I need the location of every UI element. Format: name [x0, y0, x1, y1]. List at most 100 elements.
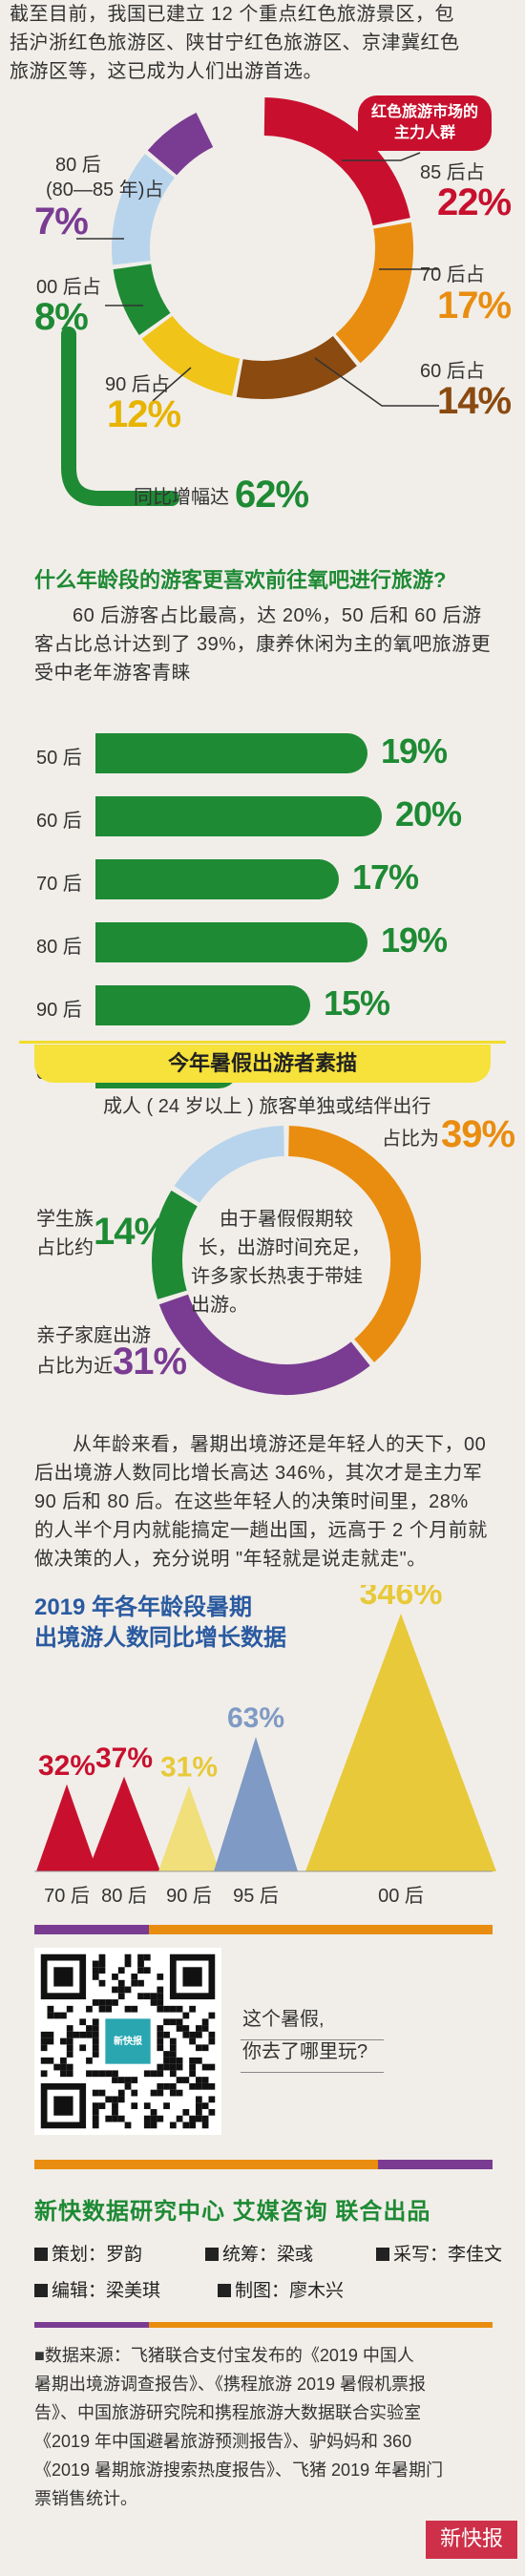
growth-category-label: 80 后	[101, 1885, 147, 1907]
section-divider	[149, 2322, 493, 2328]
credit-coordinator: 统筹：梁彧	[204, 2240, 313, 2266]
source-line: ■数据来源：飞猪联合支付宝发布的《2019 中国人	[34, 2346, 414, 2365]
donut-segment	[113, 263, 171, 335]
credits-row-1: 策划：罗韵 统筹：梁彧 采写：李佳文	[34, 2240, 502, 2266]
donut-segment	[335, 222, 413, 364]
pct-70s: 17%	[437, 285, 512, 327]
qr-caption-underline	[241, 2072, 384, 2073]
center-note-line: 长，出游时间充足，	[199, 1237, 370, 1258]
credit-designer: 制图：廖木兴	[218, 2276, 344, 2302]
donut-segment	[112, 154, 176, 265]
source-line: 票销售统计。	[34, 2489, 137, 2508]
outbound-chart-title: 2019 年各年龄段暑期 出境游人数同比增长数据	[34, 1593, 286, 1654]
growth-value-label: 32%	[38, 1750, 95, 1782]
donut-segment-family	[158, 1294, 370, 1395]
oxygen-desc-line: 受中老年游客青睐	[34, 663, 191, 684]
watermark-logo: 新快报	[426, 2521, 517, 2559]
data-source: ■数据来源：飞猪联合支付宝发布的《2019 中国人 暑期出境游调查报告》、《携程…	[34, 2341, 506, 2513]
callout-line: 主力人群	[393, 125, 455, 141]
source-line: 暑期出境游调查报告》、《携程旅游 2019 暑假机票报	[34, 2375, 427, 2394]
label-85s: 85 后占	[420, 162, 485, 183]
family-text: 亲子家庭出游	[36, 1325, 151, 1346]
label-90s: 90 后占	[105, 374, 170, 395]
qr-code[interactable]	[34, 1948, 221, 2135]
oxygen-bar-pct: 19%	[381, 920, 448, 960]
producer-line: 新快数据研究中心 艾媒咨询 联合出品	[34, 2199, 431, 2225]
oxygen-bar-pct: 19%	[381, 731, 448, 771]
label-80s: 80 后	[55, 155, 101, 176]
main-crowd-callout: 红色旅游市场的 主力人群	[358, 95, 492, 151]
red-tourism-donut-chart	[61, 97, 439, 506]
section-divider	[34, 1925, 149, 1934]
growth-triangle	[214, 1737, 298, 1871]
summer-banner: 今年暑假出游者素描	[34, 1045, 491, 1083]
outbound-line: 做决策的人，充分说明 "年轻就是说走就走"。	[34, 1549, 427, 1570]
oxygen-bar-pct: 20%	[395, 794, 462, 834]
leader-line	[314, 357, 439, 407]
donut-segment-student	[152, 1190, 199, 1299]
label-80s-range: (80—85 年)占	[46, 179, 164, 201]
label-70s: 70 后占	[420, 264, 485, 285]
pct-00s: 8%	[34, 296, 89, 338]
summer-donut-chart	[152, 1126, 421, 1395]
oxygen-bar	[95, 796, 382, 836]
source-line: 《2019 暑期旅游搜索热度报告》、飞猪 2019 年暑期门	[34, 2460, 444, 2480]
growth-value-label: 37%	[95, 1742, 153, 1774]
oxygen-bar-label: 70 后	[36, 874, 82, 895]
donut-segment-other	[174, 1126, 285, 1204]
source-line: 告》、中国旅游研究院和携程旅游大数据联合实验室	[34, 2403, 421, 2422]
growth-label: 同比增幅达	[134, 487, 229, 508]
leader-line	[342, 152, 421, 161]
oxygen-bar-pct: 15%	[324, 983, 390, 1023]
section-divider	[378, 2160, 493, 2169]
growth-value-label: 31%	[160, 1751, 218, 1783]
pct-90s: 12%	[107, 393, 181, 435]
label-00s: 00 后占	[36, 277, 101, 298]
section-divider	[149, 1925, 493, 1934]
growth-category-label: 95 后	[233, 1885, 279, 1907]
growth-triangle	[88, 1776, 160, 1871]
outbound-line: 从年龄来看，暑期出境游还是年轻人的天下，00	[73, 1434, 487, 1455]
source-line: 《2019 年中国避暑旅游预测报告》、驴妈妈和 360	[34, 2432, 412, 2451]
growth-category-label: 70 后	[44, 1885, 90, 1907]
growth-triangle	[158, 1785, 220, 1871]
donut-segment	[147, 113, 214, 176]
family-text-2: 占比为近	[36, 1356, 113, 1377]
outbound-title-line: 2019 年各年龄段暑期	[34, 1594, 253, 1620]
donut-segment	[236, 335, 357, 399]
credit-editor: 编辑：梁美琪	[34, 2276, 160, 2302]
adult-text-2: 占比为	[382, 1129, 439, 1150]
summer-divider	[19, 1041, 506, 1044]
pct-80s: 7%	[34, 201, 89, 243]
center-note-line: 许多家长热衷于带娃	[191, 1266, 363, 1287]
qr-caption-line: 你去了哪里玩?	[242, 2041, 368, 2062]
oxygen-bar-pct: 17%	[352, 857, 419, 897]
student-text: 学生族	[36, 1209, 94, 1230]
outbound-growth-chart: 32% 70 后 37% 80 后 31% 90 后 63% 95 后 346% 00 后	[34, 1585, 496, 1907]
family-pct: 31%	[113, 1341, 187, 1383]
oxygen-desc-line: 60 后游客占比最高，达 20%，50 后和 60 后游	[73, 605, 482, 626]
qr-caption-line: 这个暑假,	[242, 2009, 325, 2030]
intro-text: 截至目前，我国已建立 12 个重点红色旅游景区，包 括沪浙红色旅游区、陕甘宁红色…	[10, 0, 515, 86]
outbound-title-line: 出境游人数同比增长数据	[34, 1625, 286, 1651]
center-note: 由于暑假假期较 长，出游时间充足， 许多家长热衷于带娃 出游。	[191, 1205, 382, 1320]
oxygen-bar	[95, 985, 310, 1025]
growth-category-label: 00 后	[378, 1885, 424, 1907]
outbound-paragraph: 从年龄来看，暑期出境游还是年轻人的天下，00 后出境游人数同比增长高达 346%…	[34, 1430, 502, 1573]
outbound-line: 90 后和 80 后。在这些年轻人的决策时间里，28%	[34, 1491, 469, 1512]
growth-category-label: 90 后	[166, 1885, 212, 1907]
oxygen-title: 什么年龄段的游客更喜欢前往氧吧进行旅游?	[34, 568, 447, 592]
center-note-line: 由于暑假假期较	[220, 1209, 353, 1230]
label-60s: 60 后占	[420, 361, 485, 382]
section-divider	[34, 2322, 149, 2328]
growth-value-label: 63%	[227, 1702, 284, 1734]
pct-60s: 14%	[437, 380, 512, 422]
pct-85s: 22%	[437, 181, 512, 223]
donut-segment	[263, 97, 410, 226]
growth-bracket	[61, 327, 179, 506]
intro-line: 旅游区等，这已成为人们出游首选。	[10, 61, 323, 82]
leader-line	[152, 367, 192, 402]
intro-line: 括沪浙红色旅游区、陕甘宁红色旅游区、京津冀红色	[10, 32, 460, 53]
growth-triangle	[36, 1784, 97, 1871]
adult-pct: 39%	[441, 1113, 515, 1155]
